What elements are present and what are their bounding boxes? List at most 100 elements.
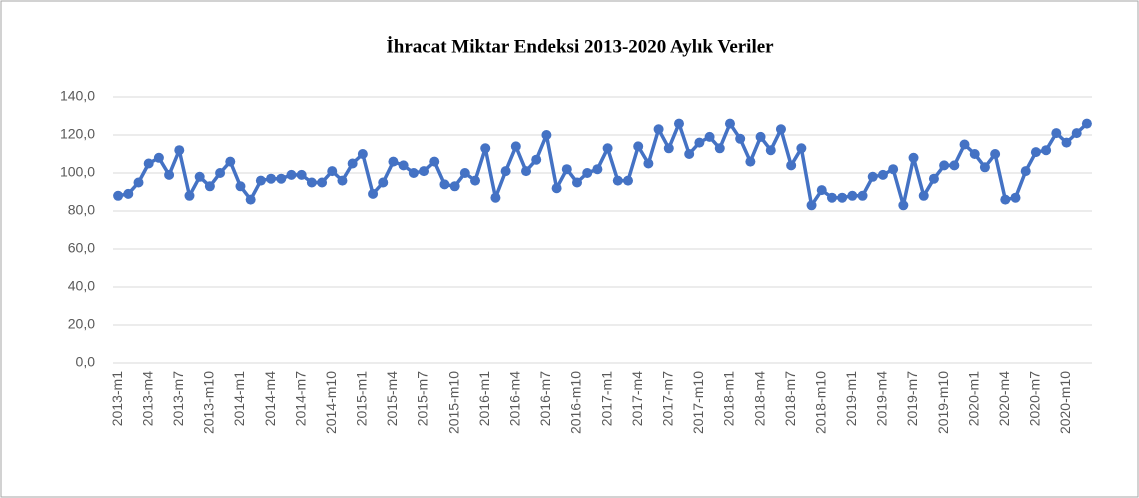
data-point	[164, 169, 175, 180]
data-point	[480, 143, 491, 154]
data-point	[296, 169, 307, 180]
x-tick-label: 2014-m7	[292, 371, 308, 426]
data-point	[500, 166, 511, 177]
data-point	[724, 118, 735, 129]
x-tick-label: 2015-m4	[384, 371, 400, 426]
x-tick-label: 2017-m4	[629, 371, 645, 426]
data-point	[745, 156, 756, 167]
data-point	[439, 179, 450, 190]
x-tick-label: 2015-m10	[445, 371, 461, 434]
data-point	[1071, 128, 1082, 139]
data-point	[337, 175, 348, 186]
data-point	[1061, 137, 1072, 148]
data-point	[1000, 194, 1011, 205]
x-tick-label: 2018-m1	[721, 371, 737, 426]
data-point	[908, 152, 919, 163]
data-point	[245, 194, 256, 205]
data-point	[235, 181, 246, 192]
x-tick-label: 2017-m1	[598, 371, 614, 426]
data-point	[939, 160, 950, 171]
data-point	[357, 149, 368, 159]
chart-title: İhracat Miktar Endeksi 2013-2020 Aylık V…	[386, 36, 774, 57]
data-point	[378, 177, 389, 188]
data-point	[153, 152, 164, 163]
data-point	[1041, 145, 1052, 156]
data-point	[419, 166, 430, 177]
x-tick-label: 2020-m1	[965, 371, 981, 426]
y-tick-label: 80,0	[68, 202, 95, 218]
data-point	[990, 149, 1001, 159]
data-point	[592, 164, 603, 175]
data-point	[867, 171, 878, 182]
x-tick-label: 2013-m4	[139, 371, 155, 426]
data-point	[582, 168, 593, 178]
x-tick-label: 2014-m4	[262, 371, 278, 426]
x-tick-label: 2019-m1	[843, 371, 859, 426]
data-point	[622, 175, 633, 186]
data-point	[561, 164, 572, 175]
x-tick-label: 2014-m1	[231, 371, 247, 426]
data-point	[255, 175, 266, 186]
data-point	[215, 168, 226, 178]
x-tick-label: 2016-m1	[476, 371, 492, 426]
x-tick-label: 2019-m10	[935, 371, 951, 434]
x-tick-label: 2020-m10	[1057, 371, 1073, 434]
data-point	[979, 162, 990, 173]
data-point	[113, 190, 124, 201]
y-tick-label: 140,0	[60, 88, 95, 104]
x-tick-label: 2013-m1	[109, 371, 125, 426]
data-point	[572, 177, 583, 188]
y-tick-label: 20,0	[68, 316, 95, 332]
data-point	[459, 168, 470, 178]
data-point	[796, 143, 807, 154]
data-point	[714, 143, 725, 154]
data-point	[143, 158, 154, 169]
y-tick-label: 120,0	[60, 126, 95, 142]
data-point	[398, 160, 409, 171]
data-point	[735, 133, 746, 144]
data-point	[327, 166, 338, 177]
y-tick-label: 60,0	[68, 240, 95, 256]
x-tick-label: 2018-m7	[782, 371, 798, 426]
data-point	[765, 145, 776, 156]
data-point	[877, 169, 888, 180]
data-point	[949, 160, 960, 171]
data-point	[928, 173, 939, 184]
data-point	[643, 158, 654, 169]
data-point	[123, 188, 134, 199]
data-point	[684, 149, 695, 159]
data-point	[551, 183, 562, 194]
x-tick-label: 2013-m10	[201, 371, 217, 434]
data-point	[521, 166, 532, 177]
x-tick-label: 2018-m10	[812, 371, 828, 434]
data-point	[490, 192, 501, 203]
data-point	[1030, 147, 1041, 158]
data-point	[898, 200, 909, 211]
x-tick-label: 2014-m10	[323, 371, 339, 434]
data-point	[612, 175, 623, 186]
data-point	[1010, 192, 1021, 203]
data-point	[959, 139, 970, 150]
x-tick-label: 2019-m4	[874, 371, 890, 426]
data-point	[184, 190, 195, 201]
x-tick-label: 2020-m7	[1027, 371, 1043, 426]
y-tick-label: 100,0	[60, 164, 95, 180]
x-tick-label: 2015-m7	[415, 371, 431, 426]
x-tick-label: 2019-m7	[904, 371, 920, 426]
x-tick-label: 2017-m10	[690, 371, 706, 434]
data-point	[653, 124, 664, 135]
x-tick-label: 2015-m1	[354, 371, 370, 426]
data-point	[266, 173, 277, 184]
data-point	[786, 160, 797, 171]
data-point	[633, 141, 644, 152]
data-point	[837, 192, 848, 203]
data-point	[602, 143, 613, 154]
data-point	[847, 190, 858, 201]
x-tick-label: 2016-m7	[537, 371, 553, 426]
data-point	[368, 188, 379, 199]
x-tick-label: 2016-m10	[568, 371, 584, 434]
data-point	[531, 154, 542, 165]
data-point	[306, 177, 317, 188]
data-point	[806, 200, 817, 211]
